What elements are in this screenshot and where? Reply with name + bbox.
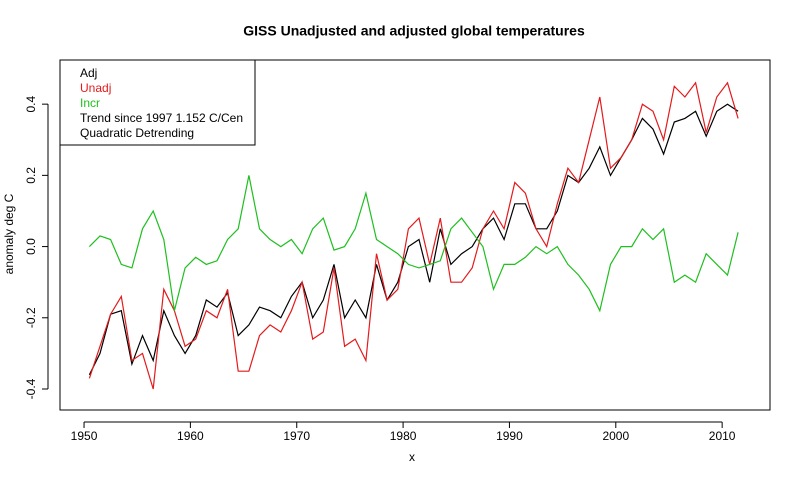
plot-frame <box>59 59 771 411</box>
series-line <box>88 175 739 313</box>
legend-note: Quadratic Detrending <box>80 126 194 140</box>
x-tick-label: 1960 <box>177 429 204 443</box>
x-tick-label: 1970 <box>283 429 310 443</box>
x-tick-label: 1990 <box>496 429 523 443</box>
series-line <box>88 81 739 390</box>
chart-title: GISS Unadjusted and adjusted global temp… <box>243 23 585 39</box>
x-tick-label: 1980 <box>390 429 417 443</box>
y-tick-label: 0.4 <box>24 95 38 112</box>
legend-note: Trend since 1997 1.152 C/Cen <box>80 111 243 125</box>
x-tick-label: 2000 <box>602 429 629 443</box>
legend-label: Unadj <box>80 81 111 95</box>
legend-box <box>59 59 256 146</box>
y-axis-label: anomaly deg C <box>2 193 16 274</box>
x-axis-label: x <box>409 450 415 464</box>
y-tick-label: -0.2 <box>24 307 38 328</box>
y-tick-label: 0.0 <box>24 238 38 255</box>
y-tick-label: -0.4 <box>24 378 38 399</box>
legend-label: Incr <box>80 96 100 110</box>
x-tick-label: 2010 <box>709 429 736 443</box>
x-tick-label: 1950 <box>71 429 98 443</box>
legend-label: Adj <box>80 66 97 80</box>
y-tick-label: 0.2 <box>24 167 38 184</box>
